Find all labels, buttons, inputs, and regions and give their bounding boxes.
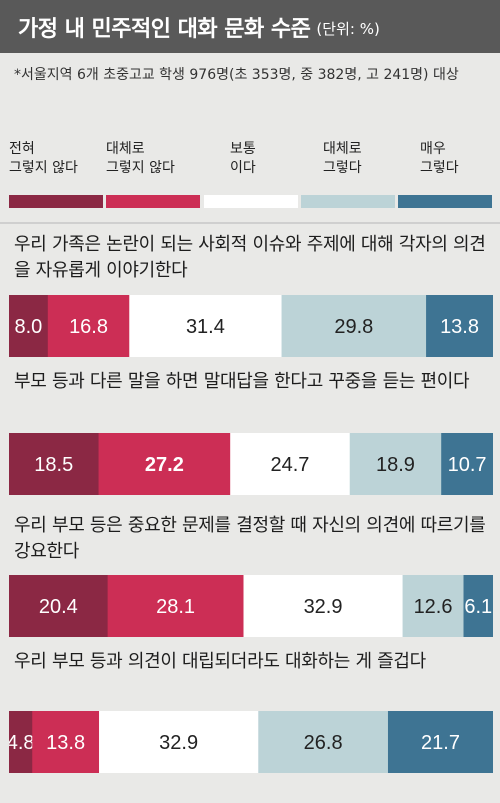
bar-segment-agree bbox=[258, 711, 389, 773]
data-label-strongly-disagree: 18.5 bbox=[34, 454, 73, 476]
survey-note: *서울지역 6개 초중고교 학생 976명(초 353명, 중 382명, 고 … bbox=[14, 67, 459, 83]
bar-segment-neutral bbox=[230, 433, 351, 495]
bar-segment-strongly-agree bbox=[387, 711, 493, 773]
stacked-bar-2: 18.5 27.2 24.7 18.9 10.7 bbox=[9, 433, 493, 495]
data-label-strongly-disagree: 4.8 bbox=[9, 732, 35, 754]
bar-segment-strongly-disagree bbox=[9, 575, 109, 637]
bar-segment-agree bbox=[349, 433, 442, 495]
question-1: 우리 가족은 논란이 되는 사회적 이슈와 주제에 대해 각자의 의견을 자유롭… bbox=[14, 234, 486, 281]
data-label-disagree: 27.2 bbox=[145, 454, 184, 476]
data-label-agree: 18.9 bbox=[376, 454, 415, 476]
data-label-strongly-disagree: 20.4 bbox=[39, 596, 78, 618]
data-label-neutral: 24.7 bbox=[270, 454, 309, 476]
stacked-bar-3: 20.4 28.1 32.9 12.6 6.1 bbox=[9, 575, 493, 637]
bar-segment-strongly-disagree bbox=[9, 295, 49, 357]
legend-label: 보통 이다 bbox=[230, 141, 256, 176]
data-label-strongly-agree: 21.7 bbox=[421, 732, 460, 754]
bar-segment-disagree bbox=[107, 575, 245, 637]
bar-segment-strongly-disagree bbox=[9, 711, 33, 773]
bar-segment-neutral bbox=[99, 711, 259, 773]
divider bbox=[0, 222, 500, 224]
question-3: 우리 부모 등은 중요한 문제를 결정할 때 자신의 의견에 따르기를 강요한다 bbox=[14, 515, 486, 562]
legend-item-disagree: 대체로 그렇지 않다 bbox=[106, 140, 200, 208]
bar-segment-agree bbox=[402, 575, 465, 637]
legend-swatch bbox=[9, 195, 103, 208]
legend-swatch bbox=[106, 195, 200, 208]
legend-swatch bbox=[301, 195, 395, 208]
stacked-bar-1: 8.0 16.8 31.4 29.8 13.8 bbox=[9, 295, 493, 357]
bar-segment-strongly-agree bbox=[441, 433, 493, 495]
data-label-disagree: 13.8 bbox=[46, 732, 85, 754]
legend: 전혀 그렇지 않다 대체로 그렇지 않다 보통 이다 대체로 그렇다 매우 그렇… bbox=[9, 140, 493, 212]
data-label-neutral: 31.4 bbox=[186, 316, 225, 338]
legend-swatch bbox=[398, 195, 492, 208]
data-label-strongly-agree: 6.1 bbox=[464, 596, 492, 618]
data-label-neutral: 32.9 bbox=[159, 732, 198, 754]
legend-label: 전혀 그렇지 않다 bbox=[9, 141, 78, 176]
legend-item-strongly-disagree: 전혀 그렇지 않다 bbox=[9, 140, 103, 208]
data-label-agree: 12.6 bbox=[414, 596, 453, 618]
legend-label: 대체로 그렇지 않다 bbox=[106, 141, 175, 176]
data-label-strongly-agree: 10.7 bbox=[448, 454, 487, 476]
bar-segment-strongly-disagree bbox=[9, 433, 100, 495]
legend-label: 대체로 그렇다 bbox=[323, 141, 362, 176]
bar-segment-strongly-agree bbox=[426, 295, 493, 357]
bar-segment-agree bbox=[281, 295, 427, 357]
stacked-bar-4: 4.8 13.8 32.9 26.8 21.7 bbox=[9, 711, 493, 773]
chart-title: 가정 내 민주적인 대화 문화 수준 bbox=[18, 16, 311, 42]
data-label-disagree: 28.1 bbox=[156, 596, 195, 618]
data-label-neutral: 32.9 bbox=[304, 596, 343, 618]
data-label-agree: 26.8 bbox=[304, 732, 343, 754]
question-2: 부모 등과 다른 말을 하면 말대답을 한다고 꾸중을 듣는 편이다 bbox=[14, 371, 470, 392]
bar-segment-neutral bbox=[129, 295, 283, 357]
legend-item-neutral: 보통 이다 bbox=[204, 140, 298, 208]
legend-item-agree: 대체로 그렇다 bbox=[301, 140, 395, 208]
bar-segment-strongly-agree bbox=[463, 575, 493, 637]
question-4: 우리 부모 등과 의견이 대립되더라도 대화하는 게 즐겁다 bbox=[14, 651, 426, 672]
bar-segment-disagree bbox=[98, 433, 231, 495]
legend-swatch bbox=[204, 195, 298, 208]
data-label-disagree: 16.8 bbox=[69, 316, 108, 338]
unit-label: (단위: %) bbox=[316, 20, 380, 38]
chart-header: 가정 내 민주적인 대화 문화 수준 (단위: %) bbox=[0, 0, 500, 53]
bar-row-2: 18.5 27.2 24.7 18.9 10.7 bbox=[9, 433, 493, 495]
bar-segment-disagree bbox=[47, 295, 130, 357]
bar-segment-neutral bbox=[243, 575, 404, 637]
data-label-strongly-disagree: 8.0 bbox=[14, 316, 42, 338]
bar-row-3: 20.4 28.1 32.9 12.6 6.1 bbox=[9, 575, 493, 637]
data-label-agree: 29.8 bbox=[334, 316, 373, 338]
bar-segment-disagree bbox=[32, 711, 100, 773]
bar-row-1: 8.0 16.8 31.4 29.8 13.8 bbox=[9, 295, 493, 357]
data-label-strongly-agree: 13.8 bbox=[440, 316, 479, 338]
bar-row-4: 4.8 13.8 32.9 26.8 21.7 bbox=[9, 711, 493, 773]
legend-item-strongly-agree: 매우 그렇다 bbox=[398, 140, 492, 208]
legend-label: 매우 그렇다 bbox=[420, 141, 459, 176]
